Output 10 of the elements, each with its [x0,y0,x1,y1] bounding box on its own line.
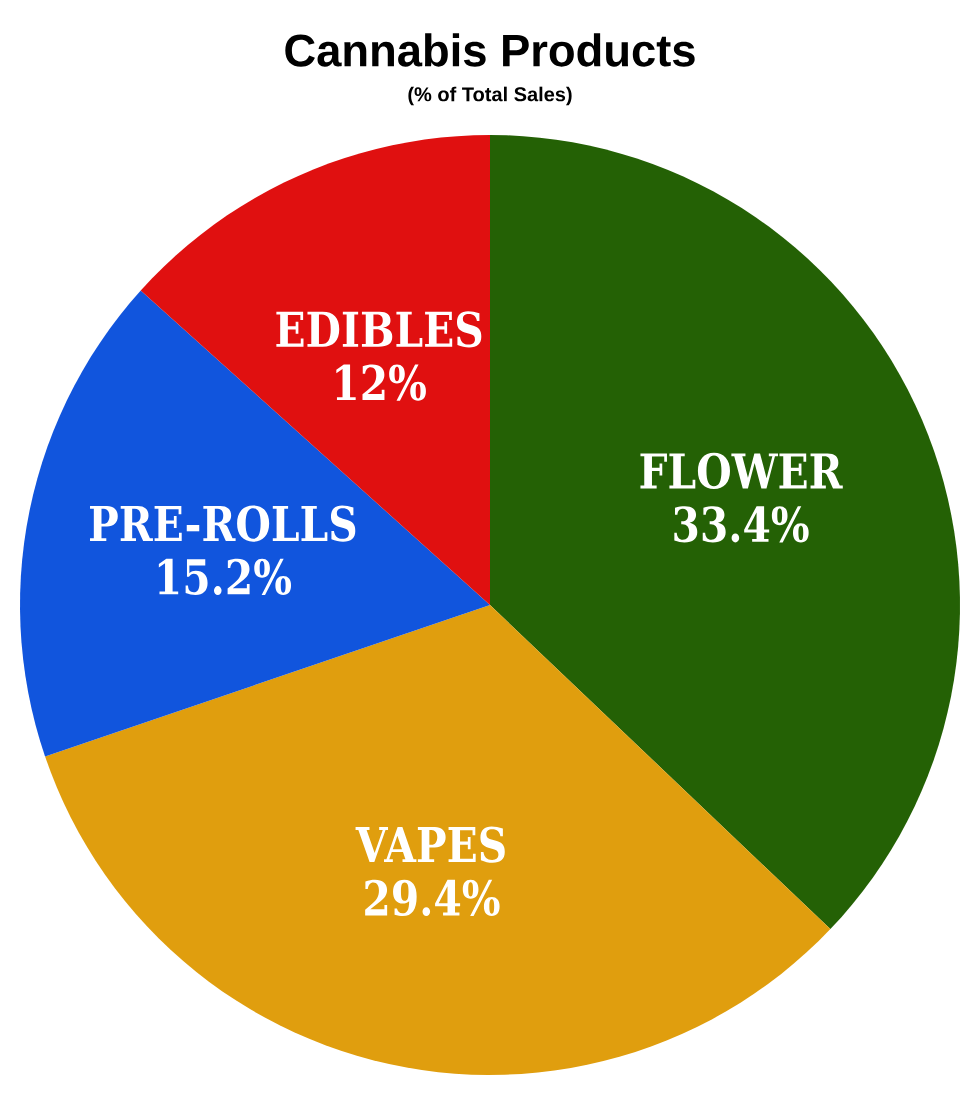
slice-label: VAPES [355,826,505,863]
slice-label: EDIBLES [276,311,482,348]
slice-label: FLOWER [640,452,843,490]
data-label: 29.4% [365,879,500,917]
chart-subtitle: (% of Total Sales) [408,86,572,106]
data-label: 12% [336,364,426,401]
data-label: 33.4% [674,506,809,543]
chart-title: Cannabis Products [285,33,695,67]
data-label: 15.2% [158,558,292,595]
slice-label: PRE-ROLLS [90,505,356,542]
